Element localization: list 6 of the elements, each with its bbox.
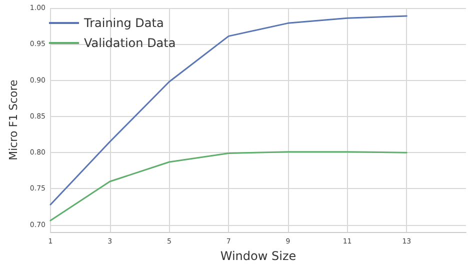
- x-axis-title: Window Size: [220, 249, 296, 263]
- line-series: [50, 15, 408, 206]
- legend-label: Validation Data: [84, 36, 176, 50]
- line-series: [50, 151, 408, 222]
- legend-label: Training Data: [83, 16, 164, 30]
- y-axis-title: Micro F1 Score: [7, 79, 20, 160]
